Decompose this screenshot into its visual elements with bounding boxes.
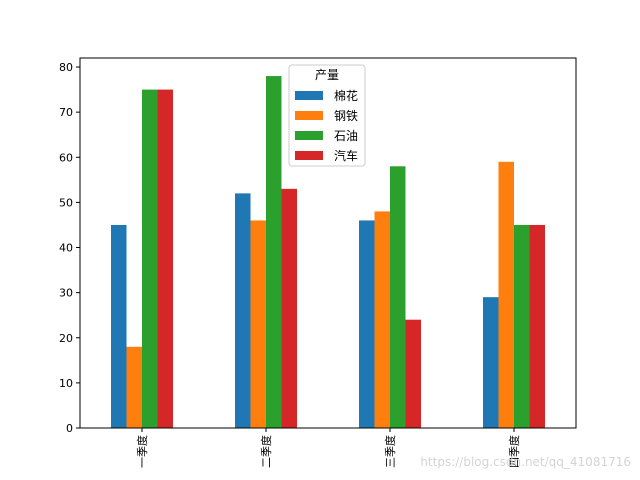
bar bbox=[157, 89, 173, 428]
y-tick-label: 40 bbox=[59, 242, 73, 255]
y-tick-label: 30 bbox=[59, 287, 73, 300]
legend-swatch bbox=[295, 111, 323, 120]
legend-label: 钢铁 bbox=[334, 109, 358, 123]
bar bbox=[250, 220, 266, 428]
x-tick-label: 一季度 bbox=[135, 435, 149, 468]
y-tick-label: 50 bbox=[59, 196, 73, 209]
bar bbox=[111, 224, 127, 428]
bar bbox=[374, 211, 390, 428]
bar bbox=[529, 224, 545, 428]
bar bbox=[126, 346, 142, 428]
y-tick-label: 10 bbox=[59, 377, 73, 390]
bar bbox=[266, 76, 282, 429]
legend-swatch bbox=[295, 91, 323, 100]
x-tick-label: 四季度 bbox=[507, 435, 521, 468]
x-tick-label: 二季度 bbox=[259, 435, 273, 468]
bar bbox=[498, 161, 514, 428]
x-tick-label: 三季度 bbox=[383, 435, 397, 468]
legend-label: 棉花 bbox=[334, 88, 358, 103]
legend-title: 产量 bbox=[315, 68, 339, 82]
bar bbox=[405, 319, 421, 428]
bar bbox=[390, 166, 406, 429]
y-tick-label: 70 bbox=[59, 106, 73, 119]
plot-area-frame bbox=[79, 57, 577, 429]
x-axis: 一季度 二季度 三季度 四季度 bbox=[135, 428, 521, 468]
bars-layer bbox=[111, 76, 545, 429]
bar bbox=[235, 193, 251, 428]
bar bbox=[514, 224, 530, 428]
legend-swatch bbox=[295, 131, 323, 140]
y-tick-label: 20 bbox=[59, 332, 73, 345]
y-tick-label: 0 bbox=[66, 422, 73, 435]
legend-swatch bbox=[295, 151, 323, 160]
legend-box bbox=[288, 64, 366, 167]
bar bbox=[281, 188, 297, 428]
watermark: https://blog.csdn.net/qq_41081716 bbox=[420, 455, 631, 469]
y-tick-label: 60 bbox=[59, 151, 73, 164]
legend-label: 汽车 bbox=[334, 148, 358, 163]
y-tick-label: 80 bbox=[59, 61, 73, 74]
bar bbox=[142, 89, 158, 428]
y-axis: 0 10 20 30 40 50 60 70 80 bbox=[59, 61, 80, 435]
legend-label: 石油 bbox=[334, 129, 358, 143]
bar bbox=[359, 220, 375, 428]
bar bbox=[483, 297, 499, 428]
